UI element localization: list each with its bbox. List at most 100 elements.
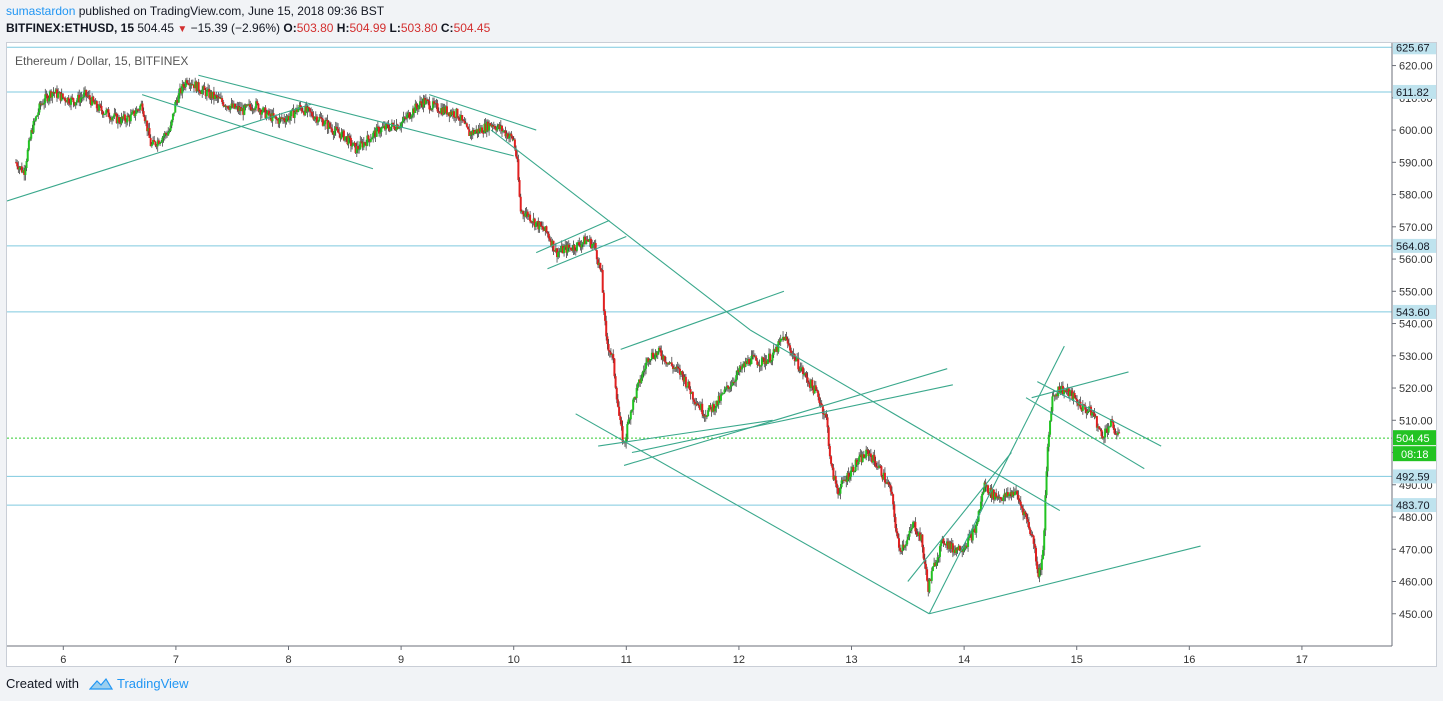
candle-body [862,454,865,458]
candle-body [861,454,864,463]
candle-body [804,373,807,375]
candle-body [756,360,759,365]
candle-body [1112,421,1115,429]
candle-body [416,107,419,110]
trendline [536,219,610,254]
candle-body [616,399,619,407]
chart-frame[interactable]: Ethereum / Dollar, 15, BITFINEX 450.00 460… [6,42,1437,667]
tradingview-logo-icon[interactable] [88,677,113,691]
candle-body [527,214,530,217]
candle-body [1022,508,1025,516]
candle-body [1104,428,1107,438]
candle-body [663,355,666,362]
candle-body [1108,426,1111,428]
candle-body [840,480,843,488]
candle-body [1054,394,1057,397]
candle-body [1016,490,1019,496]
candle-body [402,117,405,122]
candle-body [85,89,88,96]
candle-body [874,461,877,467]
candle-body [444,106,447,113]
candle-body [790,350,793,355]
candle-body [1037,569,1040,577]
candle-body [1095,416,1098,428]
candle-body [491,125,494,127]
candle-body [93,101,96,105]
candle-body [1085,409,1088,414]
candle-body [269,113,272,116]
candle-body [1043,530,1046,551]
candle-body [534,222,537,227]
candle-body [81,97,84,99]
candle-body [96,108,99,111]
candle-body [435,103,438,105]
candle-body [99,104,102,106]
candle-body [168,130,171,133]
candle-body [974,528,977,533]
candle-body [835,483,838,488]
candle-body [820,403,823,406]
trendline [1025,397,1145,470]
candle-body [382,125,385,128]
candle-body [161,137,164,142]
candle-body [129,114,132,122]
candle-body [792,354,795,356]
candle-body [105,110,108,114]
candle-body [265,113,268,118]
candle-body [773,349,776,352]
candle-body [704,415,707,417]
candle-body [38,103,41,113]
candle-body [649,359,652,361]
candle-body [54,89,57,94]
candle-body [429,109,432,111]
candle-body [255,101,258,109]
candle-body [512,139,515,141]
candle-body [177,93,180,103]
candle-body [1083,404,1086,406]
candle-body [633,397,636,400]
candle-body [851,466,854,471]
candle-body [885,482,888,484]
candle-body [826,417,829,428]
author-link[interactable]: sumastardon [6,4,76,18]
candle-body [474,131,477,134]
candle-body [609,352,612,355]
candle-body [786,339,789,344]
trendline [7,103,312,202]
candle-body [947,541,950,549]
candle-body [516,156,519,160]
candle-body [278,117,281,124]
candle-body [919,532,922,541]
candle-body [823,413,826,415]
candle-body [568,247,571,249]
candle-body [766,359,769,364]
candle-body [176,99,179,103]
y-tick-label: 480.00 [1399,512,1433,524]
candle-body [936,557,939,563]
candle-body [1118,432,1121,434]
candle-body [128,116,131,122]
candle-body [703,415,706,417]
candle-body [380,127,383,133]
candle-body [875,466,878,468]
price-chart[interactable]: Ethereum / Dollar, 15, BITFINEX 450.00 460… [7,43,1436,666]
candle-body [589,238,592,248]
candle-body [409,117,412,119]
candle-body [311,112,314,117]
candle-body [872,454,875,463]
candle-body [1092,412,1095,414]
tradingview-brand-link[interactable]: TradingView [116,676,189,691]
candle-body [122,114,125,119]
candle-body [385,123,388,130]
candle-body [32,120,35,133]
candle-body [406,114,409,119]
candle-body [540,225,543,227]
candle-body [762,357,765,359]
candle-body [755,356,758,361]
candle-body [999,497,1002,500]
candle-body [262,107,265,112]
candle-body [252,109,255,111]
candle-body [447,112,450,115]
candle-body [571,249,574,251]
candle-body [737,370,740,373]
